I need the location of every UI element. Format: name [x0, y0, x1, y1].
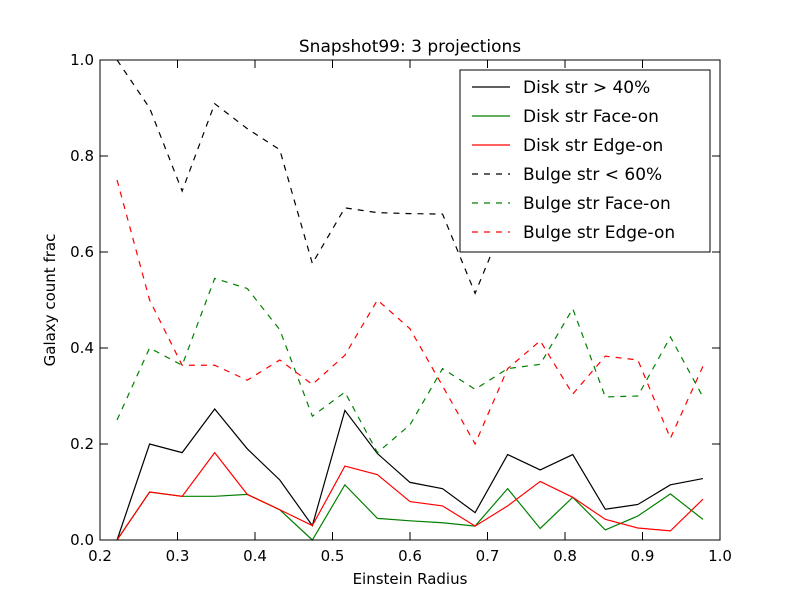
plot-frame: [99, 59, 721, 541]
x-tick-label: 0.2: [88, 547, 112, 565]
y-axis-label: Galaxy count frac: [41, 234, 59, 367]
y-tick-label: 0.0: [70, 531, 94, 549]
chart-title: Snapshot99: 3 projections: [299, 37, 521, 57]
x-axis-label: Einstein Radius: [353, 570, 468, 588]
legend-label: Disk str > 40%: [523, 78, 650, 98]
legend-label: Bulge str Edge-on: [523, 223, 675, 243]
series-line-2: [116, 483, 704, 541]
series-line-6: [116, 179, 704, 446]
x-tick-label: 0.6: [398, 547, 422, 565]
legend: Disk str > 40% Disk str Face-on Disk str E…: [459, 69, 711, 253]
x-tick-label: 0.3: [166, 547, 190, 565]
legend-label: Disk str Edge-on: [523, 136, 663, 156]
x-tick-label: 0.7: [476, 547, 500, 565]
x-tick-label: 1.0: [708, 547, 732, 565]
legend-label: Bulge str Face-on: [523, 194, 671, 214]
x-tick-label: 0.9: [631, 547, 655, 565]
x-tick-label: 0.8: [553, 547, 577, 565]
series-line-3: [116, 451, 704, 541]
legend-label: Bulge str < 60%: [523, 165, 662, 185]
y-tick-label: 0.2: [70, 435, 94, 453]
x-tick-label: 0.4: [243, 547, 267, 565]
legend-label: Disk str Face-on: [523, 107, 659, 127]
y-tick-label: 0.6: [70, 243, 94, 261]
y-tick-label: 1.0: [70, 51, 94, 69]
series-line-1: [116, 407, 704, 541]
y-tick-label: 0.8: [70, 147, 94, 165]
axes-layer: 0.2 0.3 0.4 0.5 0.6 0.7 0.8 0.9 1.00.00.20.40.60…: [70, 51, 732, 565]
x-tick-label: 0.5: [321, 547, 345, 565]
series-line-5: [116, 277, 704, 454]
y-tick-label: 0.4: [70, 339, 94, 357]
legend-box: [459, 69, 711, 253]
